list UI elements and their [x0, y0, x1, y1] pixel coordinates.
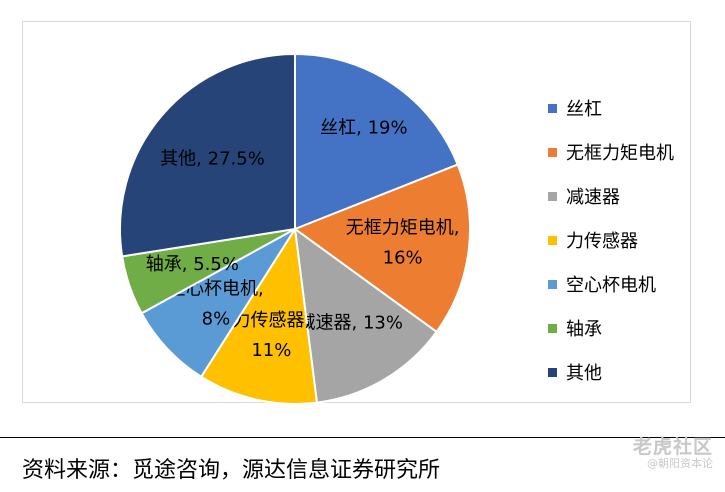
slice-label-7: 其他, 27.5% — [160, 149, 265, 170]
legend-label-4: 力传感器 — [566, 231, 638, 252]
pie-slice-2 — [292, 163, 471, 334]
pie-chart: 丝杠, 19%无框力矩电机, 16%减速器, 13%力传感器, 11%空心杯电机, 8… — [119, 52, 471, 404]
legend-swatch-3 — [548, 191, 557, 201]
slice-label-3: 减速器, 13% — [298, 312, 403, 333]
legend-label-2: 无框力矩电机 — [566, 143, 674, 164]
legend-label-5: 空心杯电机 — [566, 275, 656, 296]
legend-swatch-2 — [548, 147, 557, 157]
legend-swatch-5 — [548, 279, 557, 289]
footer-divider — [0, 437, 725, 438]
slice-label-4: 力传感器, 11% — [232, 310, 310, 361]
legend-swatch-6 — [548, 323, 557, 333]
legend-item-6: 轴承 — [548, 306, 674, 350]
pie-slice-1 — [294, 52, 460, 231]
legend-item-3: 减速器 — [548, 174, 674, 218]
slice-label-1: 丝杠, 19% — [320, 118, 407, 139]
watermark: 老虎社区 @朝阳资本论 — [633, 437, 713, 470]
pie-slice-3 — [293, 226, 438, 404]
legend-label-1: 丝杠 — [566, 99, 602, 120]
pie-slice-7 — [119, 52, 296, 258]
slice-label-2: 无框力矩电机, 16% — [346, 218, 460, 269]
legend-item-5: 空心杯电机 — [548, 262, 674, 306]
legend-swatch-4 — [548, 235, 557, 245]
watermark-main: 老虎社区 — [632, 436, 713, 458]
legend-item-7: 其他 — [548, 350, 674, 394]
legend-item-2: 无框力矩电机 — [548, 130, 674, 174]
legend-label-3: 减速器 — [566, 187, 620, 208]
chart-frame: 丝杠, 19% 无框力矩电机, 16% 减速器, 13% 力传感器, 11% 空心杯电机, 8… — [22, 21, 691, 404]
legend-swatch-7 — [548, 367, 557, 377]
legend-swatch-1 — [548, 103, 557, 113]
legend-label-6: 轴承 — [566, 319, 602, 340]
legend-item-1: 丝杠 — [548, 86, 674, 130]
chart-legend: 丝杠无框力矩电机 减速器力传感器空心杯电机轴承其他 — [548, 86, 674, 394]
pie-slice-4 — [199, 226, 319, 404]
source-note: 资料来源：觅途咨询，源达信息证券研究所 — [22, 458, 441, 483]
legend-item-4: 力传感器 — [548, 218, 674, 262]
watermark-sub: @朝阳资本论 — [647, 456, 713, 470]
legend-label-7: 其他 — [566, 363, 602, 384]
slice-label-6: 轴承, 5.5% — [146, 254, 239, 275]
